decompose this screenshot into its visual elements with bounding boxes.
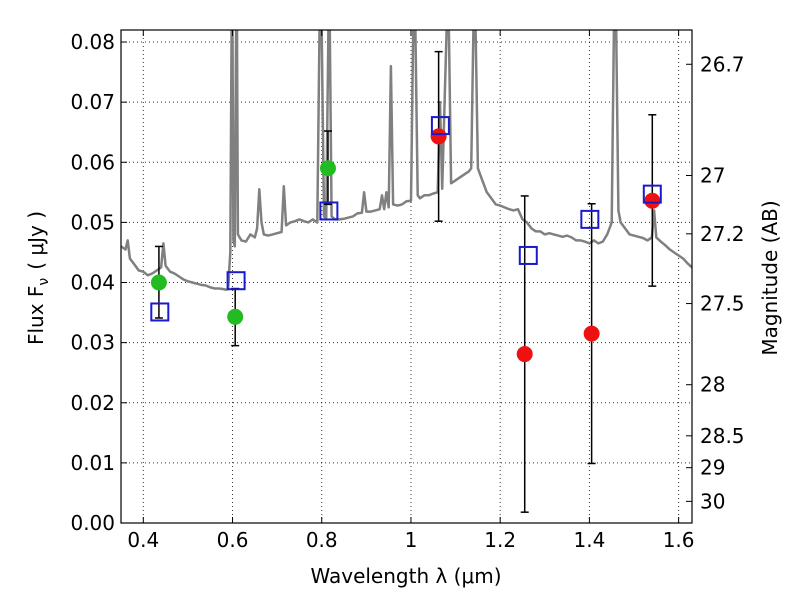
- red-data-point: [516, 346, 533, 363]
- data-markers: [150, 116, 662, 363]
- model-spectrum-line: [121, 30, 692, 291]
- model-flux-square: [226, 271, 246, 291]
- right-axis-label: Magnitude (AB): [758, 200, 782, 355]
- y-tick-label: 0.01: [70, 451, 115, 475]
- x-tick-label: 1.2: [484, 528, 516, 552]
- model-flux-square: [580, 209, 600, 229]
- y-tick-label: 0.03: [70, 331, 115, 355]
- y-axis-label-unit: ( μJy ): [24, 211, 48, 270]
- y-axis-label: Flux Fν ( μJy ): [24, 211, 52, 345]
- svg-text:Flux Fν( μJy ): Flux Fν ( μJy ): [24, 211, 52, 345]
- right-tick-label: 26.7: [700, 52, 745, 76]
- ticks: 0.4 0.6 0.8 1 1.2 1.4 1.6 0.00 0.01 0.02 0.03 0.04 0…: [70, 30, 745, 552]
- plot-frame: [120, 29, 693, 524]
- green-data-point: [319, 160, 336, 177]
- red-data-point: [644, 192, 661, 209]
- x-tick-label: 1: [405, 528, 418, 552]
- right-tick-label: 29: [700, 456, 725, 480]
- model-flux-square: [319, 201, 339, 221]
- right-tick-label: 27.2: [700, 222, 745, 246]
- right-tick-label: 28: [700, 373, 725, 397]
- x-tick-label: 0.6: [217, 528, 249, 552]
- y-tick-label: 0.08: [70, 30, 115, 54]
- model-flux-square: [642, 184, 662, 204]
- y-tick-label: 0.04: [70, 271, 115, 295]
- y-axis-label-subscript: ν: [36, 278, 52, 286]
- model-flux-square: [150, 302, 170, 322]
- green-data-point: [227, 308, 244, 325]
- x-tick-label: 0.8: [306, 528, 338, 552]
- x-tick-label: 0.4: [127, 528, 159, 552]
- x-tick-label: 1.6: [663, 528, 695, 552]
- red-data-point: [430, 128, 447, 145]
- right-tick-label: 27.5: [700, 292, 745, 316]
- red-data-point: [583, 325, 600, 342]
- right-tick-label: 28.5: [700, 424, 745, 448]
- y-tick-label: 0.07: [70, 90, 115, 114]
- y-tick-label: 0.05: [70, 210, 115, 234]
- x-tick-label: 1.4: [573, 528, 605, 552]
- x-axis-label: Wavelength λ (μm): [310, 564, 501, 588]
- right-tick-label: 30: [700, 489, 725, 513]
- y-tick-label: 0.00: [70, 511, 115, 535]
- right-tick-label: 27: [700, 163, 725, 187]
- y-axis-label-main: Flux F: [24, 286, 48, 345]
- grid: [121, 30, 692, 524]
- model-flux-square: [430, 116, 450, 136]
- model-flux-square: [518, 245, 538, 265]
- green-data-point: [150, 274, 167, 291]
- y-tick-label: 0.02: [70, 391, 115, 415]
- spectrum-layer: [121, 30, 692, 291]
- y-tick-label: 0.06: [70, 150, 115, 174]
